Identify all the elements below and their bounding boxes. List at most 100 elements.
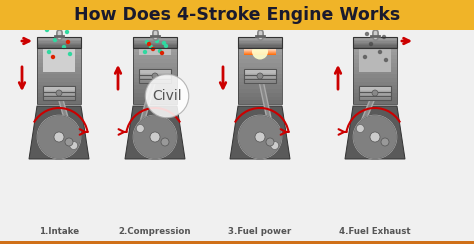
Bar xyxy=(244,51,276,52)
Bar xyxy=(43,98,75,100)
Polygon shape xyxy=(125,106,185,159)
Bar xyxy=(238,37,282,38)
Bar xyxy=(238,85,282,89)
Bar xyxy=(238,48,282,52)
Circle shape xyxy=(369,42,373,46)
Bar xyxy=(353,74,397,78)
Bar xyxy=(139,74,171,76)
Bar xyxy=(353,96,397,100)
Circle shape xyxy=(238,115,282,159)
Bar xyxy=(238,55,282,59)
Bar xyxy=(353,100,397,104)
Bar xyxy=(37,81,81,85)
Circle shape xyxy=(385,22,389,26)
Bar xyxy=(353,81,397,85)
Bar xyxy=(238,46,282,48)
Bar xyxy=(43,87,75,90)
Bar xyxy=(238,37,282,48)
Bar xyxy=(353,62,397,67)
Bar xyxy=(37,77,81,81)
Bar xyxy=(244,49,276,50)
Bar xyxy=(133,41,177,42)
Circle shape xyxy=(58,22,62,26)
Bar xyxy=(359,96,391,98)
Bar xyxy=(238,42,282,44)
Bar xyxy=(353,39,397,41)
Circle shape xyxy=(54,132,64,142)
Bar xyxy=(37,38,81,40)
Bar xyxy=(133,37,177,38)
Bar xyxy=(244,70,276,72)
Bar xyxy=(133,96,177,100)
Bar xyxy=(133,39,177,41)
Bar xyxy=(238,38,282,40)
Circle shape xyxy=(255,132,265,142)
Bar xyxy=(359,89,391,91)
Bar xyxy=(353,43,397,45)
Bar xyxy=(133,62,177,67)
Bar xyxy=(139,69,171,71)
Bar xyxy=(139,72,171,74)
Bar xyxy=(238,41,282,42)
Bar xyxy=(244,50,276,51)
Circle shape xyxy=(145,40,149,44)
Bar xyxy=(238,43,282,45)
Bar xyxy=(133,77,177,81)
Bar xyxy=(353,46,397,48)
Bar xyxy=(244,77,276,80)
Bar xyxy=(37,48,81,52)
Circle shape xyxy=(53,38,57,42)
Bar xyxy=(37,46,81,48)
Bar xyxy=(0,241,474,244)
Circle shape xyxy=(384,58,388,62)
Bar xyxy=(43,48,75,72)
Circle shape xyxy=(356,124,365,132)
Bar xyxy=(37,66,81,71)
Bar xyxy=(238,59,282,63)
Bar xyxy=(133,59,177,63)
Bar xyxy=(238,77,282,81)
Bar xyxy=(37,42,81,44)
Bar xyxy=(244,81,276,83)
Bar xyxy=(37,100,81,104)
Circle shape xyxy=(375,26,379,30)
Bar xyxy=(139,70,171,72)
Bar xyxy=(244,52,276,53)
Bar xyxy=(37,39,81,41)
Bar xyxy=(133,85,177,89)
Bar xyxy=(37,37,81,38)
Circle shape xyxy=(45,28,49,32)
Circle shape xyxy=(271,142,279,150)
Bar xyxy=(353,77,397,81)
Bar xyxy=(37,74,81,78)
Bar xyxy=(133,38,177,40)
Bar xyxy=(238,89,282,93)
Circle shape xyxy=(133,115,177,159)
Circle shape xyxy=(378,50,382,54)
Circle shape xyxy=(70,142,78,150)
Bar xyxy=(244,48,276,49)
Bar xyxy=(244,54,276,55)
Circle shape xyxy=(37,115,81,159)
Circle shape xyxy=(63,12,67,16)
Bar xyxy=(238,100,282,104)
Circle shape xyxy=(363,55,367,59)
Circle shape xyxy=(152,73,158,79)
Bar xyxy=(238,81,282,85)
Bar xyxy=(133,37,177,48)
Polygon shape xyxy=(230,106,290,159)
Bar xyxy=(133,66,177,71)
Circle shape xyxy=(56,90,62,96)
Bar xyxy=(37,92,81,97)
Bar xyxy=(238,70,282,74)
Bar xyxy=(238,96,282,100)
Bar xyxy=(238,62,282,67)
Bar xyxy=(37,41,81,42)
Circle shape xyxy=(65,30,69,34)
Circle shape xyxy=(137,124,144,132)
Circle shape xyxy=(164,44,168,48)
Circle shape xyxy=(50,15,54,19)
Text: 2.Compression: 2.Compression xyxy=(119,227,191,236)
Circle shape xyxy=(151,47,155,51)
Bar xyxy=(238,48,282,104)
